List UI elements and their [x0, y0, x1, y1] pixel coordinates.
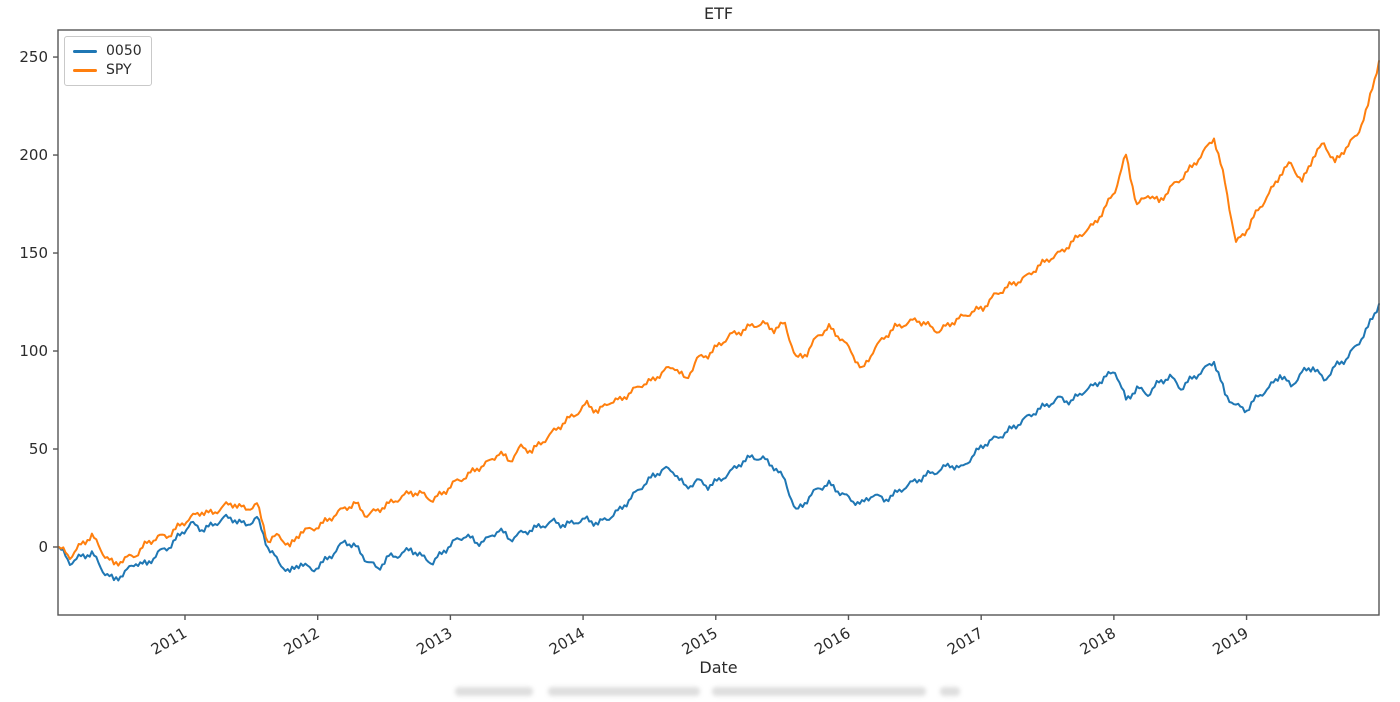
legend-entry-0050: 0050 — [73, 42, 143, 61]
x-tick-label-2017: 2017 — [944, 624, 986, 659]
series-line-0050 — [57, 303, 1380, 582]
y-tick-label-250: 250 — [19, 48, 48, 66]
x-tick-label-2014: 2014 — [546, 624, 588, 659]
legend-label-0050: 0050 — [106, 43, 142, 59]
legend-label-spy: SPY — [106, 62, 132, 78]
blur-segment — [455, 687, 533, 696]
chart-title: ETF — [703, 4, 734, 23]
legend: 0050 SPY — [64, 36, 152, 86]
legend-entry-spy: SPY — [73, 61, 143, 80]
y-tick-label-50: 50 — [29, 440, 48, 458]
x-tick-label-2012: 2012 — [281, 624, 323, 659]
legend-swatch-0050-line-icon — [73, 50, 97, 53]
blur-segment — [712, 687, 926, 696]
x-tick-label-2013: 2013 — [413, 624, 455, 659]
x-tick-label-2011: 2011 — [148, 624, 190, 659]
series-line-SPY — [57, 60, 1380, 567]
x-axis-label: Date — [699, 658, 738, 677]
y-tick-label-100: 100 — [19, 342, 48, 360]
x-tick-label-2015: 2015 — [679, 624, 721, 659]
plot-border — [57, 29, 1380, 616]
x-tick-label-2016: 2016 — [811, 624, 853, 659]
blur-segment — [548, 687, 700, 696]
x-tick-label-2019: 2019 — [1209, 624, 1251, 659]
x-tick-label-2018: 2018 — [1077, 624, 1119, 659]
blur-segment — [940, 687, 960, 696]
y-tick-label-150: 150 — [19, 244, 48, 262]
y-tick-label-200: 200 — [19, 146, 48, 164]
legend-swatch-spy-line-icon — [73, 69, 97, 72]
y-tick-label-0: 0 — [38, 538, 48, 556]
